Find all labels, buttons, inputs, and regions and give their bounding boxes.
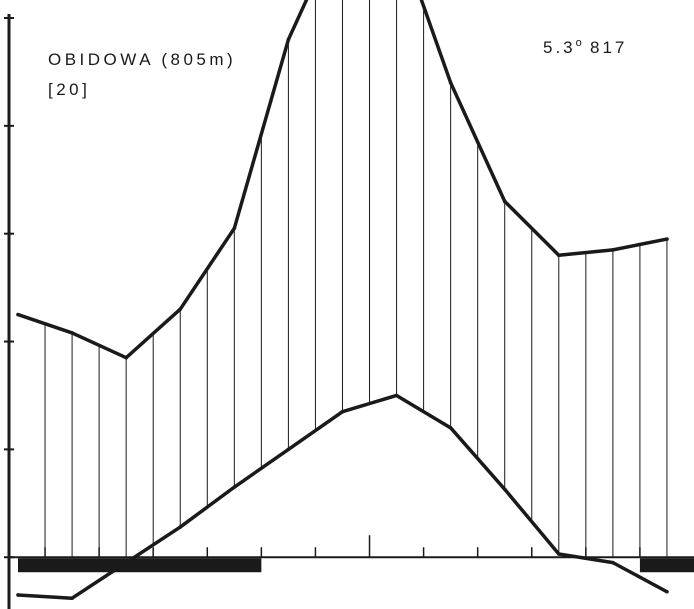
- precipitation-point-4: [232, 226, 237, 231]
- precipitation-point-10: [557, 253, 561, 258]
- temperature-point-8: [448, 426, 453, 430]
- temperature-line: [17, 393, 668, 600]
- station-name: OBIDOWA (805m): [48, 50, 237, 69]
- precipitation-point-8: [448, 80, 453, 85]
- temperature-point-0: [16, 593, 20, 597]
- mean-temperature: 5.3o: [543, 37, 585, 58]
- temperature-point-2: [124, 560, 128, 565]
- axes: [4, 14, 694, 609]
- annual-precipitation: 817: [590, 38, 628, 57]
- temperature-point-6: [340, 409, 345, 414]
- precipitation-point-0: [16, 312, 20, 317]
- degree-symbol: o: [575, 37, 585, 49]
- temperature-point-10: [557, 552, 561, 556]
- temperature-point-3: [178, 525, 183, 529]
- temperature-point-9: [502, 487, 507, 492]
- mean-temperature-value: 5.3: [543, 38, 576, 57]
- temperature-point-7: [394, 393, 399, 398]
- precipitation-point-5: [286, 37, 291, 42]
- precipitation-point-1: [70, 331, 74, 335]
- frost-bar-0: [18, 558, 262, 573]
- precipitation-point-2: [124, 355, 128, 360]
- series-lines: [16, 0, 669, 601]
- observation-years: [20]: [48, 80, 91, 99]
- frost-bars: [18, 558, 694, 573]
- temperature-point-5: [286, 447, 291, 452]
- temperature-point-12: [665, 589, 669, 594]
- temperature-point-1: [70, 596, 74, 601]
- temperature-point-4: [232, 485, 237, 489]
- precipitation-point-11: [611, 248, 615, 252]
- precipitation-point-3: [178, 307, 183, 311]
- humid-hatching: [44, 0, 668, 558]
- frost-bar-1: [639, 558, 694, 573]
- temperature-point-11: [611, 560, 615, 565]
- precipitation-point-12: [665, 237, 669, 241]
- precipitation-point-9: [502, 199, 507, 204]
